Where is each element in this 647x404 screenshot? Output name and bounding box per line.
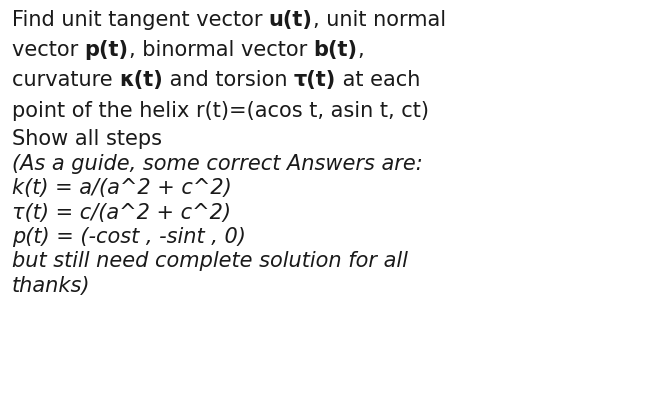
Text: p(t) = (-cost , -sint , 0): p(t) = (-cost , -sint , 0) [12,227,245,247]
Text: Find unit tangent vector: Find unit tangent vector [12,11,269,30]
Text: τ(t) = c/(a^2 + c^2): τ(t) = c/(a^2 + c^2) [12,202,230,223]
Text: but still need complete solution for all: but still need complete solution for all [12,251,408,271]
Text: u(t): u(t) [269,11,313,30]
Text: κ(t): κ(t) [119,70,162,90]
Text: vector: vector [12,40,85,61]
Text: and torsion: and torsion [162,70,294,90]
Text: thanks): thanks) [12,276,90,296]
Text: τ(t): τ(t) [294,70,336,90]
Text: (As a guide, some correct Answers are:: (As a guide, some correct Answers are: [12,154,422,174]
Text: k(t) = a/(a^2 + c^2): k(t) = a/(a^2 + c^2) [12,178,232,198]
Text: ,: , [357,40,364,61]
Text: at each: at each [336,70,421,90]
Text: p(t): p(t) [85,40,129,61]
Text: Show all steps: Show all steps [12,129,162,149]
Text: curvature: curvature [12,70,119,90]
Text: b(t): b(t) [313,40,357,61]
Text: , unit normal: , unit normal [313,11,446,30]
Text: , binormal vector: , binormal vector [129,40,313,61]
Text: point of the helix r(t)=(acos t, asin t, ct): point of the helix r(t)=(acos t, asin t,… [12,101,429,120]
